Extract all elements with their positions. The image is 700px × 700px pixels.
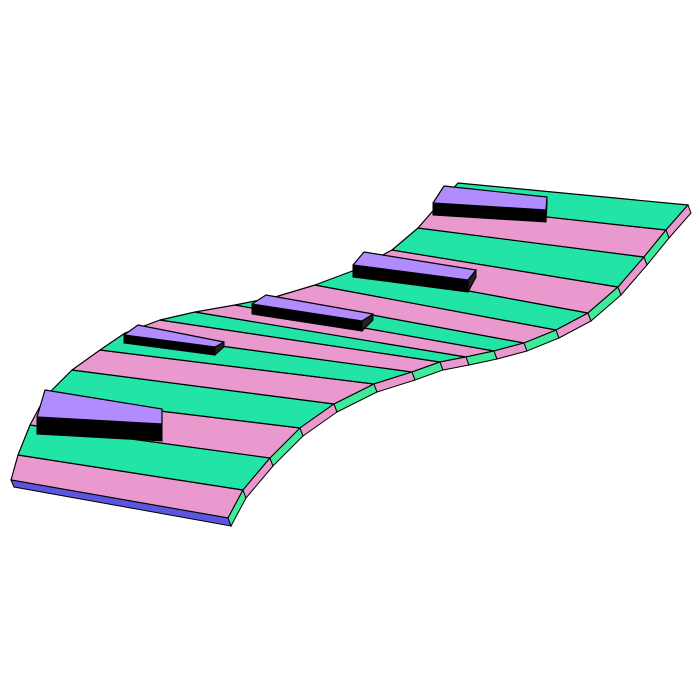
block-top-face: [123, 324, 225, 348]
block: [432, 185, 548, 223]
block-top-face: [251, 294, 374, 322]
block: [352, 251, 477, 293]
block-top-face: [352, 251, 477, 281]
block: [123, 324, 225, 357]
edge-segment: [665, 204, 692, 239]
belt-stripes: [10, 182, 689, 519]
block-top-face: [432, 185, 548, 211]
block: [251, 294, 374, 333]
bottom-edge: [10, 479, 232, 527]
block-top-face: [36, 389, 163, 425]
belt-front-edge: [10, 204, 692, 528]
belt-blocks: [36, 185, 548, 442]
block: [36, 389, 163, 442]
